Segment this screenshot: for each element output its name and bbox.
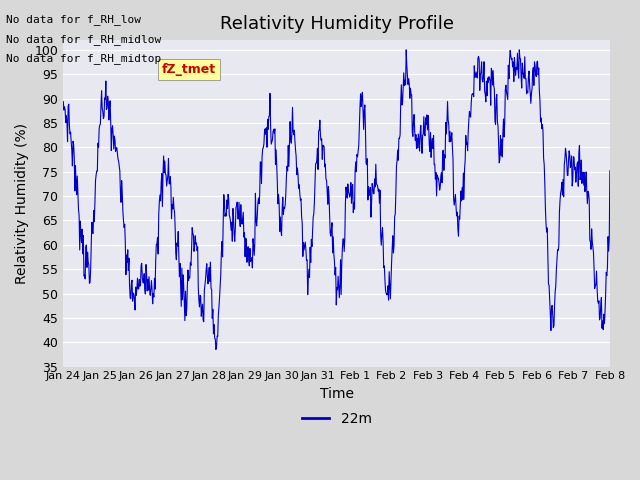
22m [532,73,540,79]
Text: fZ_tmet: fZ_tmet [162,63,216,76]
Text: No data for f_RH_midlow: No data for f_RH_midlow [6,34,162,45]
22m [294,165,301,171]
Title: Relativity Humidity Profile: Relativity Humidity Profile [220,15,454,33]
X-axis label: Time: Time [319,387,353,401]
Line: 22m: 22m [63,50,610,349]
Text: No data for f_RH_low: No data for f_RH_low [6,14,141,25]
22m [472,69,480,75]
22m [606,168,614,174]
22m [60,99,67,105]
22m [119,208,127,214]
22m [202,276,209,282]
Legend: 22m: 22m [296,407,377,432]
22m [212,347,220,352]
Y-axis label: Relativity Humidity (%): Relativity Humidity (%) [15,123,29,284]
22m [450,196,458,202]
22m [403,47,410,53]
Text: No data for f_RH_midtop: No data for f_RH_midtop [6,53,162,64]
